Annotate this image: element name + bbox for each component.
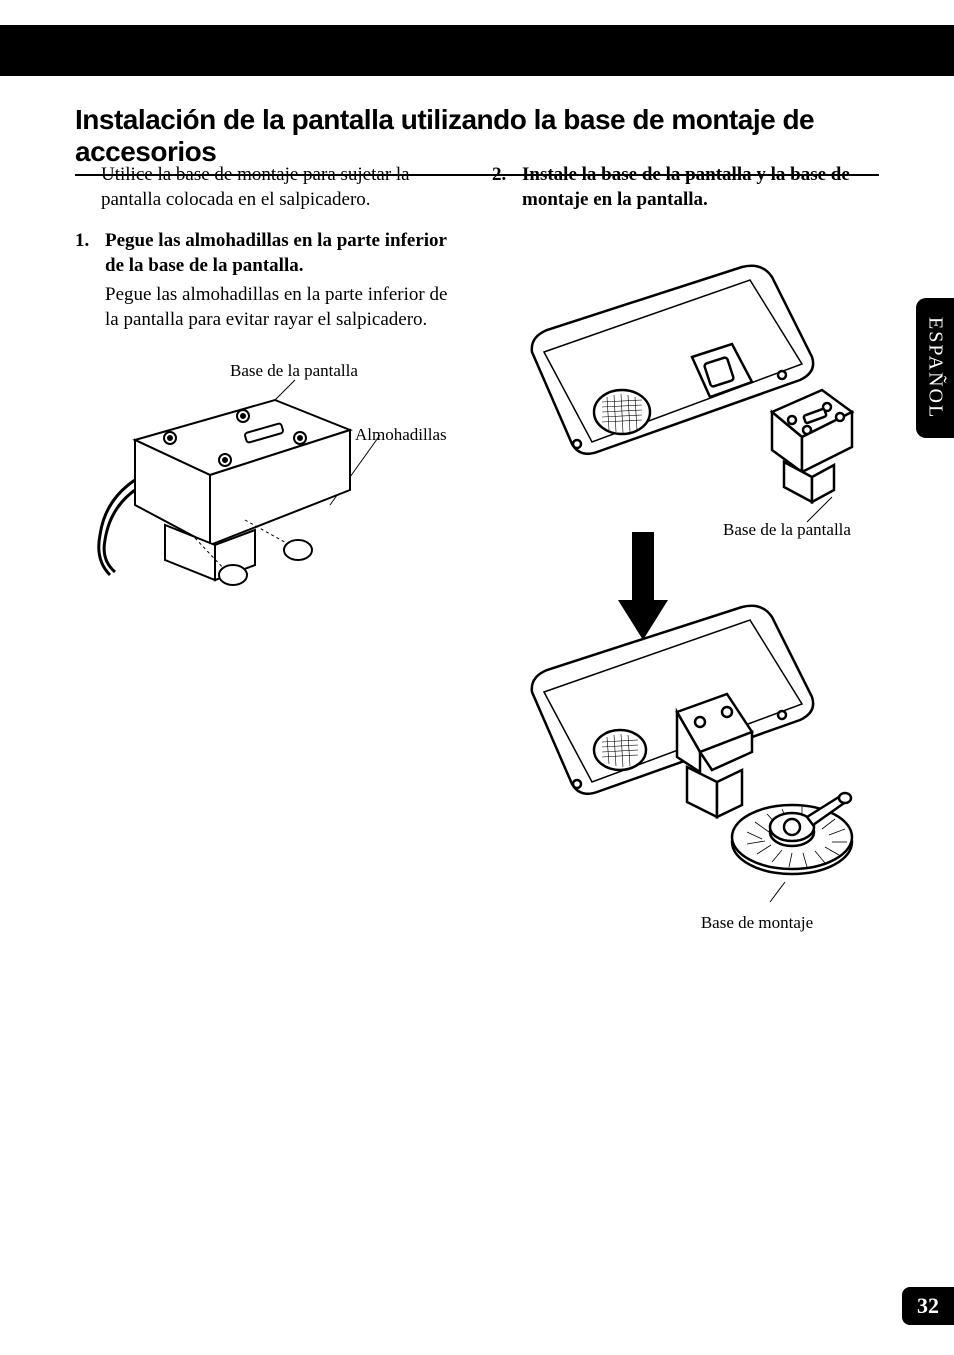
language-tab: ESPAÑOL <box>916 298 954 438</box>
content-columns: Utilice la base de montaje para sujetar … <box>75 162 879 1024</box>
figure-1: Base de la pantalla Almohadillas <box>95 360 462 642</box>
step-1-body: Pegue las almohadillas en la parte infer… <box>105 282 462 332</box>
figure-1-label-base: Base de la pantalla <box>230 360 410 382</box>
figure-1-svg <box>95 360 455 590</box>
figure-2-svg <box>502 252 872 972</box>
figure-2-label-base: Base de la pantalla <box>702 519 872 541</box>
header-black-bar <box>0 25 954 76</box>
step-2-number: 2. <box>492 162 514 212</box>
right-column: 2. Instale la base de la pantalla y la b… <box>492 162 879 1024</box>
figure-2: Base de la pantalla Base de montaje <box>502 252 879 1024</box>
step-1-number: 1. <box>75 228 97 278</box>
step-2: 2. Instale la base de la pantalla y la b… <box>492 162 879 212</box>
left-column: Utilice la base de montaje para sujetar … <box>75 162 462 1024</box>
step-1: 1. Pegue las almohadillas en la parte in… <box>75 228 462 278</box>
language-tab-text: ESPAÑOL <box>924 317 947 419</box>
step-2-title: Instale la base de la pantalla y la base… <box>522 162 879 212</box>
step-1-title: Pegue las almohadillas en la parte infer… <box>105 228 462 278</box>
figure-2-label-mount: Base de montaje <box>672 912 842 934</box>
intro-text: Utilice la base de montaje para sujetar … <box>101 162 462 212</box>
page-number-box: 32 <box>902 1287 954 1325</box>
figure-1-label-pad: Almohadillas <box>355 424 475 446</box>
page-number: 32 <box>917 1293 939 1319</box>
